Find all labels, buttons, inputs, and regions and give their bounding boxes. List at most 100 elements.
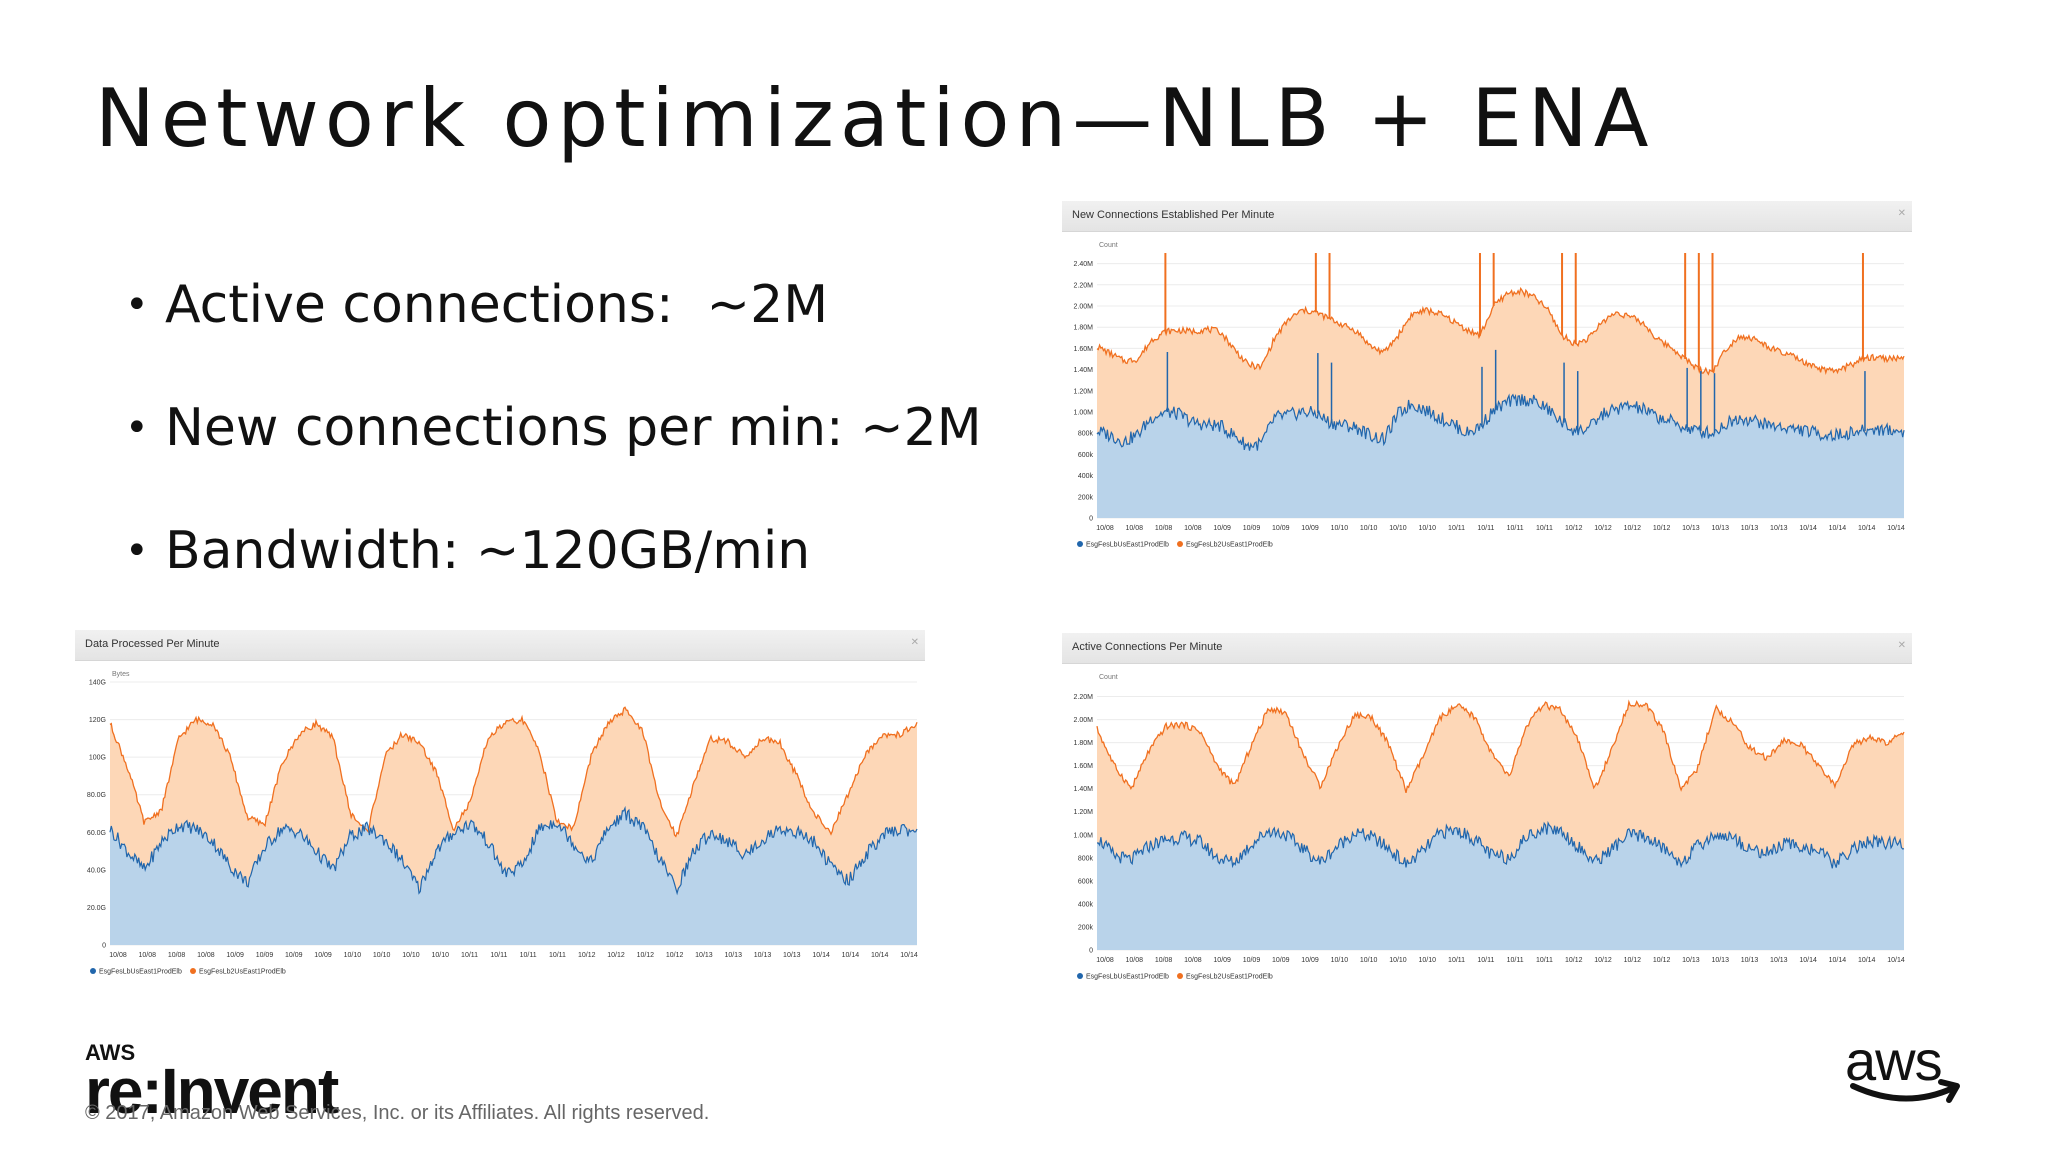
x-tick-label: 10/08: [1126, 957, 1144, 964]
x-tick-label: 10/13: [754, 952, 772, 959]
x-tick-label: 10/14: [1858, 525, 1876, 532]
x-tick-label: 10/13: [1770, 525, 1788, 532]
x-tick-label: 10/14: [1829, 525, 1847, 532]
series-1-area: [110, 808, 917, 945]
new-connections-panel: New Connections Established Per Minute ✕…: [1062, 201, 1912, 573]
x-tick-label: 10/10: [1418, 525, 1436, 532]
new-connections-chart: Count 2.40M 2.20M 2.00M 1.80M 1.60M 1.40M 1.20M…: [1074, 242, 1905, 549]
x-tick-label: 10/08: [1096, 957, 1114, 964]
slide-title: Network optimization—NLB + ENA: [95, 72, 1655, 165]
legend-marker: [1177, 541, 1183, 547]
y-tick-label: 100G: [89, 755, 106, 762]
y-tick-label: 1.60M: [1074, 763, 1094, 770]
x-tick-label: 10/11: [1536, 957, 1553, 964]
x-tick-label: 10/08: [139, 952, 157, 959]
x-tick-label: 10/11: [1477, 957, 1494, 964]
y-tick-label: 0: [102, 943, 106, 950]
data-processed-chart: Bytes140G120G100G80.0G60.0G40.0G20.0G010…: [87, 671, 918, 976]
x-tick-label: 10/12: [666, 952, 684, 959]
x-tick-label: 10/12: [637, 952, 655, 959]
panel-title: Active Connections Per Minute: [1072, 641, 1223, 653]
y-tick-label: 40.0G: [87, 867, 106, 874]
data-processed-panel: Data Processed Per Minute ✕ Bytes 140G 120…: [75, 630, 925, 1000]
x-tick-label: 10/14: [1858, 957, 1876, 964]
series-2-line: [109, 706, 918, 838]
close-icon[interactable]: ✕: [910, 637, 919, 648]
y-tick-label: 0: [1089, 948, 1093, 955]
legend-label: EsgFesLbUsEast1ProdElb: [1086, 974, 1169, 981]
y-tick-label: 1.80M: [1074, 325, 1094, 332]
x-tick-label: 10/10: [1331, 957, 1349, 964]
x-tick-label: 10/08: [1096, 525, 1114, 532]
x-tick-label: 10/13: [695, 952, 713, 959]
x-tick-label: 10/08: [197, 952, 215, 959]
y-tick-label: 1.20M: [1074, 809, 1094, 816]
x-tick-label: 10/11: [1448, 957, 1465, 964]
x-tick-label: 10/14: [871, 952, 889, 959]
legend-label: EsgFesLbUsEast1ProdElb: [1086, 542, 1169, 549]
bullet-item: • Bandwidth: ~120GB/min: [125, 516, 982, 639]
y-tick-label: 400k: [1078, 901, 1094, 908]
panel-header: Active Connections Per Minute ✕: [1062, 633, 1912, 664]
series-2-line: [1096, 286, 1905, 376]
x-tick-label: 10/12: [607, 952, 625, 959]
panel-title: Data Processed Per Minute: [85, 638, 220, 650]
x-tick-label: 10/09: [256, 952, 274, 959]
x-tick-label: 10/13: [724, 952, 742, 959]
x-tick-label: 10/14: [1887, 525, 1905, 532]
y-tick-label: 1.40M: [1074, 786, 1094, 793]
x-tick-label: 10/08: [1184, 525, 1202, 532]
x-tick-label: 10/09: [1301, 525, 1319, 532]
x-tick-label: 10/11: [1536, 525, 1553, 532]
x-tick-label: 10/12: [1565, 957, 1583, 964]
x-tick-label: 10/08: [1155, 957, 1173, 964]
legend-marker: [90, 968, 96, 974]
x-tick-label: 10/09: [1243, 957, 1261, 964]
y-tick-label: 200k: [1078, 924, 1094, 931]
panel-header: Data Processed Per Minute ✕: [75, 630, 925, 661]
y-tick-label: 2.20M: [1074, 694, 1094, 701]
close-icon[interactable]: ✕: [1897, 208, 1906, 219]
x-tick-label: 10/10: [431, 952, 449, 959]
x-tick-label: 10/11: [520, 952, 537, 959]
x-tick-label: 10/10: [402, 952, 420, 959]
x-tick-label: 10/10: [373, 952, 391, 959]
legend-marker: [1077, 541, 1083, 547]
x-tick-label: 10/10: [1389, 525, 1407, 532]
y-tick-label: 2.00M: [1074, 304, 1094, 311]
x-tick-label: 10/13: [1741, 525, 1759, 532]
x-tick-label: 10/10: [1418, 957, 1436, 964]
legend-label: EsgFesLb2UsEast1ProdElb: [1186, 974, 1273, 981]
bullet-item: • New connections per min: ~2M: [125, 393, 982, 516]
x-tick-label: 10/14: [812, 952, 830, 959]
x-tick-label: 10/12: [1624, 957, 1642, 964]
active-connections-chart: Count 2.20M 2.00M 1.80M 1.60M 1.40M 1.20M 1.00M…: [1074, 674, 1905, 981]
y-tick-label: 2.00M: [1074, 717, 1094, 724]
series-1-line: [1096, 393, 1905, 451]
x-tick-label: 10/09: [1301, 957, 1319, 964]
x-tick-label: 10/12: [1653, 957, 1671, 964]
y-tick-label: 600k: [1078, 452, 1094, 459]
legend-label: EsgFesLbUsEast1ProdElb: [99, 969, 182, 976]
bullet-text: Active connections: ~2M: [165, 275, 829, 335]
x-tick-label: 10/09: [1213, 525, 1231, 532]
x-tick-label: 10/08: [1155, 525, 1173, 532]
logo-reinvent-text: re:Invent: [85, 1055, 339, 1127]
y-tick-label: 1.00M: [1074, 410, 1094, 417]
x-tick-label: 10/14: [1829, 957, 1847, 964]
bullet-list: • Active connections: ~2M • New connection…: [125, 270, 982, 639]
panel-header: New Connections Established Per Minute ✕: [1062, 201, 1912, 232]
x-tick-label: 10/10: [1331, 525, 1349, 532]
y-tick-label: 800k: [1078, 431, 1094, 438]
x-tick-label: 10/13: [1682, 957, 1700, 964]
series-1-line: [109, 805, 918, 896]
x-tick-label: 10/12: [1653, 525, 1671, 532]
y-tick-label: 1.80M: [1074, 740, 1094, 747]
close-icon[interactable]: ✕: [1897, 640, 1906, 651]
x-tick-label: 10/10: [344, 952, 362, 959]
x-tick-label: 10/14: [1887, 957, 1905, 964]
y-tick-label: 1.20M: [1074, 388, 1094, 395]
x-tick-label: 10/13: [1711, 957, 1729, 964]
x-tick-label: 10/09: [226, 952, 244, 959]
active-connections-panel: Active Connections Per Minute ✕ Count 2.2…: [1062, 633, 1912, 1005]
